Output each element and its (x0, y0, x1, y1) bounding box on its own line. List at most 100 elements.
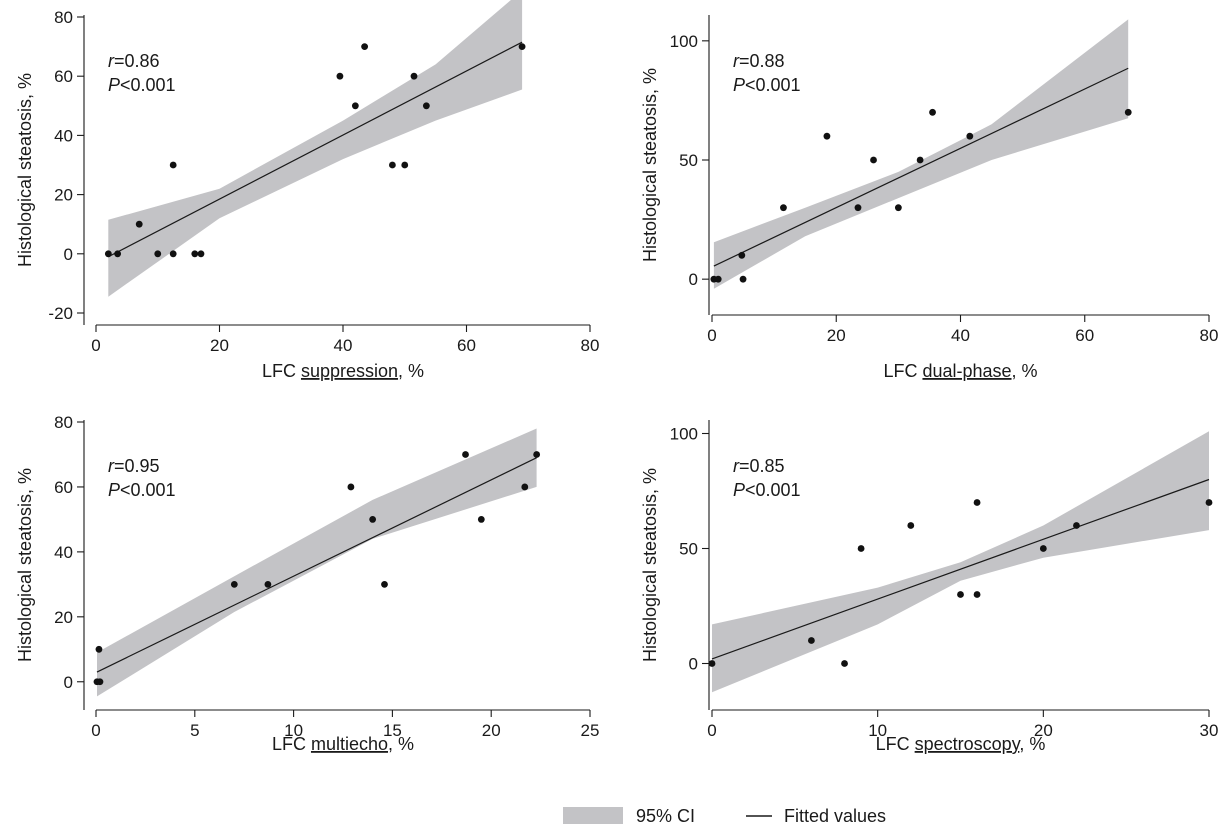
data-point (973, 591, 981, 598)
data-point (1039, 545, 1047, 552)
data-point (381, 580, 388, 588)
p-annotation: P<0.001 (108, 75, 176, 95)
x-axis-title: LFC dual-phase, % (883, 361, 1037, 381)
y-tick-label: 80 (54, 413, 73, 432)
x-tick-label: 25 (581, 721, 600, 740)
data-point (422, 102, 430, 110)
data-point (929, 108, 936, 116)
data-point (916, 156, 924, 164)
data-point (841, 660, 848, 667)
data-point (477, 516, 485, 523)
x-tick-label: 5 (190, 721, 199, 740)
data-point (1073, 522, 1080, 529)
data-point (191, 250, 199, 258)
data-point (823, 132, 831, 140)
data-point (361, 43, 369, 50)
chart-panel-1: 0 20 40 60 80 -20 0 20 40 60 80 Histological steato… (15, 0, 600, 381)
y-tick-label: 50 (679, 540, 698, 559)
data-point (870, 156, 877, 164)
data-point (351, 102, 359, 110)
y-tick-label: 20 (54, 608, 73, 627)
data-point (708, 660, 716, 667)
x-tick-label: 0 (91, 721, 100, 740)
data-point (739, 275, 747, 283)
y-tick-label: 0 (689, 655, 698, 674)
data-point (521, 483, 529, 491)
y-tick-label: 0 (64, 673, 73, 692)
x-axis-title: LFC multiecho, % (272, 734, 414, 754)
legend-ci-swatch (563, 807, 623, 824)
data-point (154, 250, 162, 258)
p-annotation: P<0.001 (108, 480, 176, 500)
y-axis-title: Histological steatosis, % (640, 468, 660, 662)
ci-band (97, 428, 537, 697)
data-point (230, 580, 238, 588)
legend-ci-label: 95% CI (636, 806, 695, 824)
y-tick-label: 60 (54, 67, 73, 86)
data-point (973, 499, 981, 506)
p-annotation: P<0.001 (733, 480, 801, 500)
x-tick-label: 10 (868, 721, 887, 740)
x-tick-label: 10 (284, 721, 303, 740)
chart-panel-4: 0 10 20 30 0 50 100 Histological steatosis, % LF… (640, 420, 1219, 754)
data-point (714, 275, 722, 283)
x-tick-label: 0 (91, 336, 100, 355)
data-point (518, 43, 526, 50)
x-tick-label: 20 (827, 326, 846, 345)
y-tick-label: 20 (54, 186, 73, 205)
x-tick-label: 15 (383, 721, 402, 740)
data-point (169, 161, 177, 169)
x-tick-label: 20 (482, 721, 501, 740)
data-point (966, 132, 974, 140)
x-tick-label: 40 (334, 336, 353, 355)
x-tick-label: 60 (457, 336, 476, 355)
x-axis-title: LFC spectroscopy, % (876, 734, 1046, 754)
ci-band (713, 19, 1129, 289)
ci-band (712, 431, 1209, 693)
x-tick-label: 20 (1034, 721, 1053, 740)
fitted-line (108, 41, 523, 258)
x-tick-label: 0 (707, 721, 716, 740)
ci-band (108, 0, 523, 297)
data-point (738, 251, 746, 259)
data-point (389, 161, 396, 169)
y-tick-label: 100 (670, 425, 698, 444)
data-point (135, 220, 143, 228)
data-point (114, 250, 122, 258)
data-point (336, 72, 344, 80)
data-point (854, 204, 862, 212)
legend: 95% CI Fitted values (563, 806, 886, 824)
fitted-line (96, 457, 537, 673)
data-point (369, 516, 377, 523)
x-tick-label: 30 (1200, 721, 1219, 740)
data-point (533, 451, 541, 458)
y-tick-label: 40 (54, 543, 73, 562)
data-point (169, 250, 177, 258)
y-axis-title: Histological steatosis, % (15, 468, 35, 662)
y-tick-label: 0 (689, 270, 698, 289)
data-point (96, 678, 104, 686)
y-tick-label: 100 (670, 32, 698, 51)
fitted-line (713, 67, 1129, 267)
y-tick-label: -20 (48, 304, 73, 323)
data-point (780, 204, 787, 212)
data-point (1124, 108, 1132, 116)
x-tick-label: 60 (1075, 326, 1094, 345)
data-point (410, 72, 418, 80)
r-annotation: r=0.95 (108, 456, 160, 476)
x-axis-title: LFC suppression, % (262, 361, 424, 381)
data-point (907, 522, 915, 529)
y-tick-label: 60 (54, 478, 73, 497)
x-tick-label: 80 (581, 336, 600, 355)
y-tick-label: 80 (54, 8, 73, 27)
x-tick-label: 80 (1200, 326, 1219, 345)
data-point (197, 250, 205, 258)
data-point (347, 483, 355, 491)
y-tick-label: 50 (679, 151, 698, 170)
chart-panel-2: 0 20 40 60 80 0 50 100 Histological steatosis, %… (640, 15, 1219, 381)
r-annotation: r=0.88 (733, 51, 785, 71)
x-tick-label: 20 (210, 336, 229, 355)
r-annotation: r=0.86 (108, 51, 160, 71)
